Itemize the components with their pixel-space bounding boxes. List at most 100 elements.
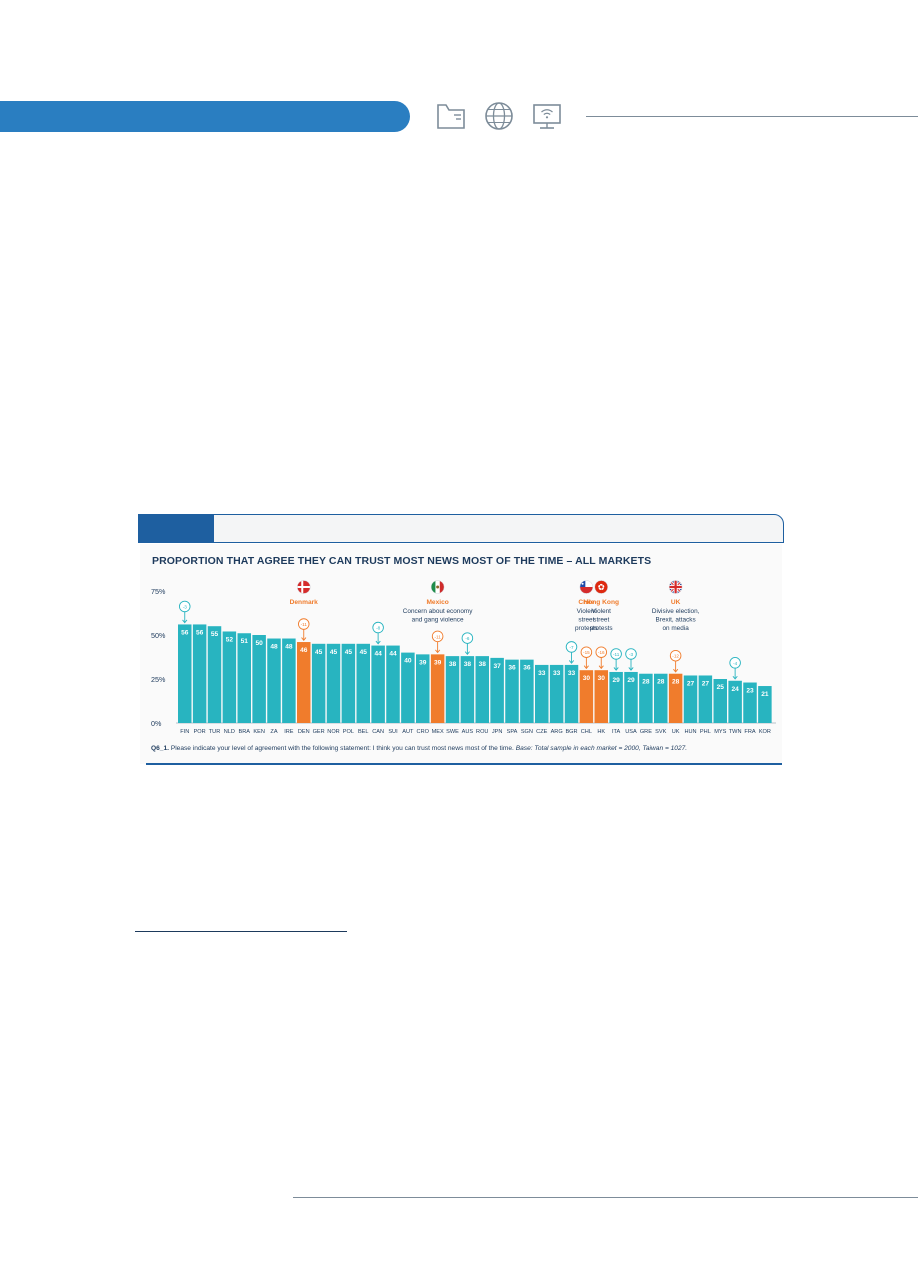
- data-label: 29: [627, 677, 635, 684]
- data-label: 38: [464, 661, 472, 668]
- bar-phl: [698, 675, 713, 723]
- category-label: JPN: [492, 729, 503, 735]
- category-label: IRE: [284, 729, 294, 735]
- category-label: ITA: [612, 729, 621, 735]
- annotation-text: protests: [590, 625, 613, 632]
- footnote-base: Base: Total sample in each market = 2000…: [515, 745, 688, 752]
- footnote-text: Please indicate your level of agreement …: [170, 745, 514, 752]
- change-arrow-head: [301, 637, 307, 641]
- y-tick-label: 25%: [151, 675, 166, 684]
- change-label: -16: [598, 650, 605, 655]
- bar-rou: [475, 656, 489, 723]
- category-label: SGN: [521, 729, 533, 735]
- bar-bel: [356, 643, 370, 723]
- category-label: USA: [625, 729, 637, 735]
- annotation-text: and gang violence: [412, 617, 464, 624]
- category-label: KEN: [253, 729, 265, 735]
- category-label: PHL: [700, 729, 711, 735]
- category-label: FIN: [180, 729, 189, 735]
- data-label: 56: [181, 629, 189, 636]
- category-label: MEX: [432, 729, 444, 735]
- category-label: GER: [313, 729, 325, 735]
- annotation-text: Concern about economy: [403, 608, 473, 615]
- data-label: 38: [479, 661, 487, 668]
- annotation-title: Denmark: [290, 599, 319, 606]
- bar-cro: [416, 654, 430, 723]
- data-label: 45: [360, 649, 368, 656]
- data-label: 52: [226, 636, 234, 643]
- footnote: Q6_1. Please indicate your level of agre…: [151, 745, 687, 752]
- denmark-flag-icon: [297, 580, 311, 594]
- category-label: AUT: [402, 729, 414, 735]
- header-bar: [0, 101, 410, 132]
- change-arrow-head: [375, 640, 381, 645]
- bar-ken: [252, 635, 266, 723]
- y-tick-label: 75%: [151, 587, 166, 596]
- data-label: 40: [404, 658, 412, 665]
- data-label: 45: [345, 649, 353, 656]
- change-marker: [431, 630, 444, 643]
- category-label: SWE: [446, 729, 459, 735]
- chile-flag-icon: [579, 580, 594, 594]
- data-label: 29: [612, 677, 620, 684]
- data-label: 44: [389, 651, 397, 658]
- footer-rule: [293, 1197, 918, 1198]
- category-label: ARG: [551, 729, 563, 735]
- data-label: 44: [374, 651, 382, 658]
- bar-sui: [386, 645, 400, 723]
- change-label: -12: [672, 654, 679, 659]
- data-label: 21: [761, 691, 769, 698]
- annotation-text: street: [578, 617, 594, 624]
- change-arrow-head: [613, 667, 619, 671]
- change-label: -11: [301, 622, 308, 627]
- bar-aut: [401, 652, 415, 723]
- data-label: 24: [731, 686, 739, 693]
- category-label: UK: [672, 729, 680, 735]
- category-label: CZE: [536, 729, 547, 735]
- bar-arg: [549, 664, 564, 723]
- header-rule: [586, 116, 918, 117]
- bar-nld: [222, 631, 237, 723]
- figure-tab-strip: [138, 514, 784, 543]
- bar-sgn: [520, 659, 534, 723]
- data-label: 55: [211, 631, 219, 638]
- category-label: DEN: [298, 729, 310, 735]
- change-label: -11: [613, 652, 620, 657]
- annotation-text: Violent: [577, 608, 597, 615]
- mexico-flag-icon: [430, 580, 445, 594]
- annotation-title: Hong Kong: [583, 599, 619, 606]
- bar-fin: [178, 624, 192, 723]
- annotation-text: street: [593, 617, 609, 624]
- category-label: FRA: [744, 729, 755, 735]
- data-label: 33: [538, 670, 546, 677]
- data-label: 46: [300, 647, 308, 654]
- bar-swe: [445, 656, 460, 723]
- category-label: CRO: [417, 729, 430, 735]
- data-label: 48: [270, 644, 278, 651]
- data-label: 50: [255, 640, 263, 647]
- change-arrow-head: [435, 649, 441, 654]
- uk-flag-icon: [668, 580, 683, 594]
- data-label: 38: [449, 661, 457, 668]
- bar-mex: [430, 654, 445, 723]
- category-label: CAN: [372, 729, 384, 735]
- bar-spa: [505, 659, 519, 723]
- data-label: 48: [285, 644, 293, 651]
- footnote-rule: [135, 931, 347, 932]
- category-label: ROU: [476, 729, 488, 735]
- data-label: 25: [717, 684, 725, 691]
- data-label: 39: [419, 659, 427, 666]
- category-label: BGR: [565, 729, 577, 735]
- bar-can: [371, 645, 385, 723]
- annotation-text: Divisive election,: [652, 608, 700, 615]
- annotation-text: Violent: [592, 608, 612, 615]
- change-label: -3: [183, 604, 188, 609]
- bar-fra: [743, 682, 757, 723]
- annotation-title: Mexico: [426, 599, 448, 606]
- change-arrow-head: [568, 660, 575, 664]
- data-label: 28: [642, 679, 650, 686]
- bar-ger: [311, 643, 326, 723]
- category-label: TWN: [729, 729, 742, 735]
- bar-bra: [237, 633, 251, 723]
- change-marker: [595, 646, 608, 658]
